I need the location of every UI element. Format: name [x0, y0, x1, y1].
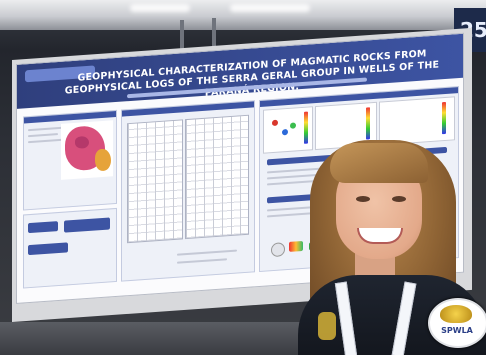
person-eye	[356, 196, 370, 202]
data-point	[272, 119, 278, 127]
geologic-map	[61, 120, 113, 180]
institution-logo-icon	[289, 240, 303, 252]
text-line	[28, 133, 58, 138]
ceiling-light	[130, 4, 190, 12]
data-point	[282, 128, 288, 136]
text-line	[28, 138, 62, 144]
data-point	[290, 122, 296, 129]
shirt-emblem	[318, 312, 336, 340]
crossplot-chart	[379, 96, 455, 146]
spwla-logo-icon	[440, 305, 472, 323]
ceiling-light	[230, 4, 310, 12]
workflow-box	[28, 242, 68, 256]
person-eye	[392, 196, 406, 202]
well-log-track	[127, 119, 183, 244]
color-scale	[442, 101, 446, 135]
color-scale	[366, 107, 370, 140]
poster-panel-workflow	[23, 207, 117, 289]
workflow-box	[28, 221, 58, 234]
well-log-track	[185, 114, 249, 240]
crossplot-chart	[263, 106, 313, 154]
person-hair-fringe	[330, 143, 428, 183]
color-scale	[304, 111, 308, 144]
workflow-box	[64, 217, 110, 233]
text-line	[28, 126, 62, 132]
badge-text: SPWLA	[441, 326, 473, 335]
ceiling	[0, 0, 486, 30]
map-region	[95, 148, 111, 172]
